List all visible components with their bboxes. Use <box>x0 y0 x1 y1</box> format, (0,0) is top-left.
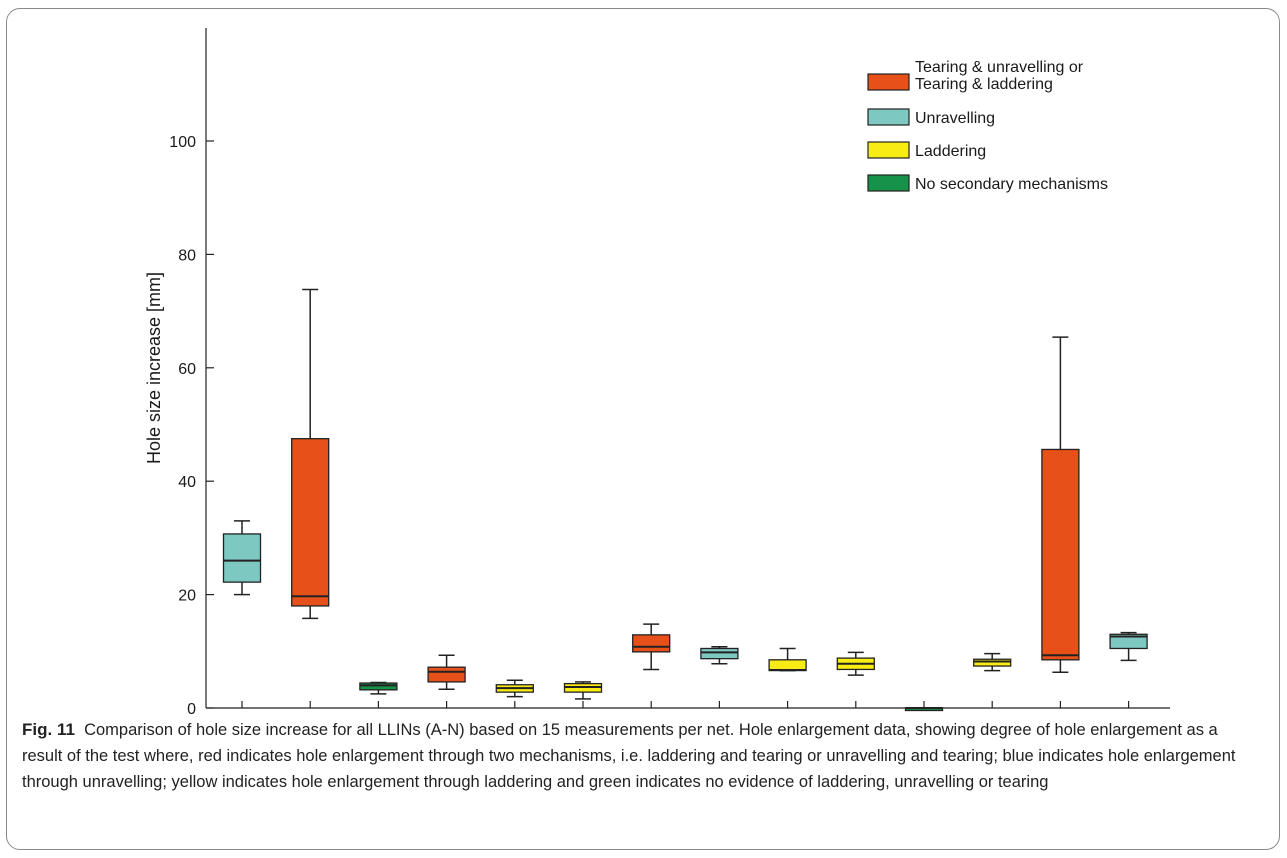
legend-label: Tearing & laddering <box>915 76 1053 93</box>
figure-caption: Fig. 11 Comparison of hole size increase… <box>22 717 1262 795</box>
box-body <box>768 659 807 672</box>
y-tick-label: 100 <box>169 134 196 151</box>
y-tick-label: 40 <box>178 474 196 491</box>
y-axis-title: Hole size increase [mm] <box>144 272 164 464</box>
legend-swatch <box>867 73 910 91</box>
box-body <box>1109 633 1148 650</box>
legend-label: Laddering <box>915 143 986 160</box>
box-body <box>973 658 1012 667</box>
box-body <box>427 666 466 683</box>
box-body <box>222 533 262 583</box>
box-body <box>1041 448 1080 661</box>
box-body <box>632 634 671 653</box>
legend-swatch <box>867 141 910 159</box>
y-tick-label: 0 <box>187 701 196 715</box>
caption-text: Comparison of hole size increase for all… <box>22 721 1236 791</box>
legend-label: No secondary mechanisms <box>915 176 1108 193</box>
box-body <box>291 438 330 607</box>
legend-swatch <box>867 174 910 192</box>
y-tick-label: 80 <box>178 247 196 264</box>
legend-label: Tearing & unravelling or <box>915 59 1084 76</box>
caption-label: Fig. 11 <box>22 720 75 739</box>
legend-swatch <box>867 108 910 126</box>
legend-label: Unravelling <box>915 110 995 127</box>
box-body <box>359 682 398 691</box>
box-body <box>700 647 739 660</box>
figure-frame <box>6 8 1280 850</box>
y-tick-label: 60 <box>178 361 196 378</box>
y-tick-label: 20 <box>178 588 196 605</box>
